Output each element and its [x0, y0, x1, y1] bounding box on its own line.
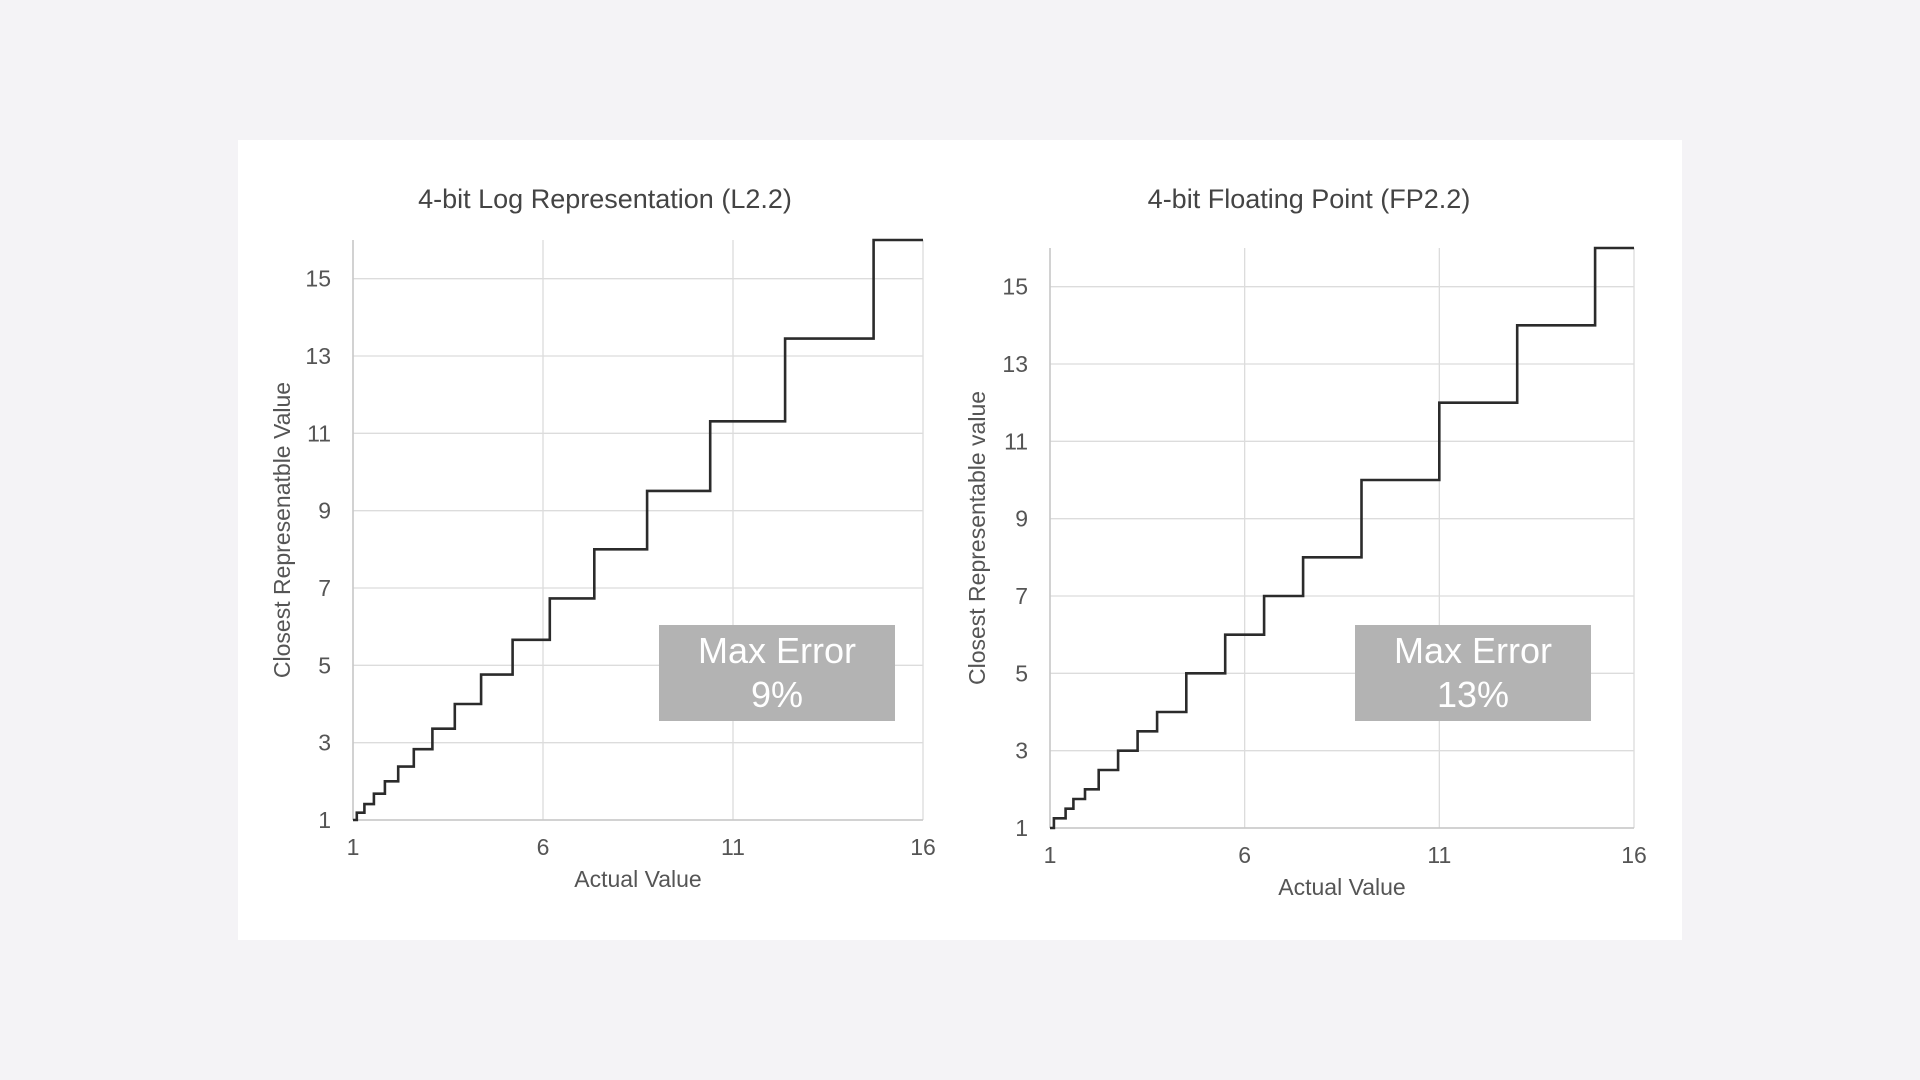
y-tick-label: 1 [318, 807, 331, 833]
max-error-box [1355, 625, 1591, 721]
y-tick-label: 7 [318, 575, 331, 601]
max-error-value: 9% [751, 674, 803, 715]
x-tick-label: 11 [1427, 842, 1451, 868]
chart-slide: 1 3 5 7 9 11 13 15 1 6 11 16 4-bit Log Representatio… [238, 140, 1682, 940]
x-axis-label: Actual Value [574, 866, 701, 892]
y-tick-label: 9 [1015, 506, 1028, 532]
x-tick-label: 1 [1044, 842, 1057, 868]
y-tick-label: 15 [305, 266, 331, 292]
y-tick-label: 9 [318, 498, 331, 524]
y-tick-label: 5 [1015, 660, 1028, 686]
y-tick-label: 11 [307, 420, 331, 446]
y-tick-label: 15 [1002, 274, 1028, 300]
y-tick-label: 13 [305, 343, 331, 369]
x-tick-label: 6 [537, 834, 550, 860]
chart-title: 4-bit Floating Point (FP2.2) [1148, 184, 1471, 214]
x-axis-label: Actual Value [1278, 874, 1405, 900]
max-error-label: Max Error [1394, 630, 1552, 671]
max-error-value: 13% [1437, 674, 1509, 715]
step-series-line [1050, 246, 1634, 830]
y-tick-label: 7 [1015, 583, 1028, 609]
y-tick-label: 11 [1004, 428, 1028, 454]
x-tick-label: 11 [721, 834, 745, 860]
y-tick-label: 5 [318, 652, 331, 678]
step-series-line [353, 238, 923, 822]
x-tick-label: 16 [1621, 842, 1647, 868]
x-tick-label: 16 [910, 834, 936, 860]
y-tick-label: 1 [1015, 815, 1028, 841]
max-error-label: Max Error [698, 630, 856, 671]
y-axis-label: Closest Represenatble Value [269, 382, 295, 678]
chart-title: 4-bit Log Representation (L2.2) [418, 184, 792, 214]
max-error-box [659, 625, 895, 721]
y-tick-label: 13 [1002, 351, 1028, 377]
y-axis-label: Closest Representable value [964, 391, 990, 685]
y-tick-label: 3 [1015, 738, 1028, 764]
y-tick-label: 3 [318, 730, 331, 756]
x-tick-label: 6 [1238, 842, 1251, 868]
x-tick-label: 1 [347, 834, 360, 860]
